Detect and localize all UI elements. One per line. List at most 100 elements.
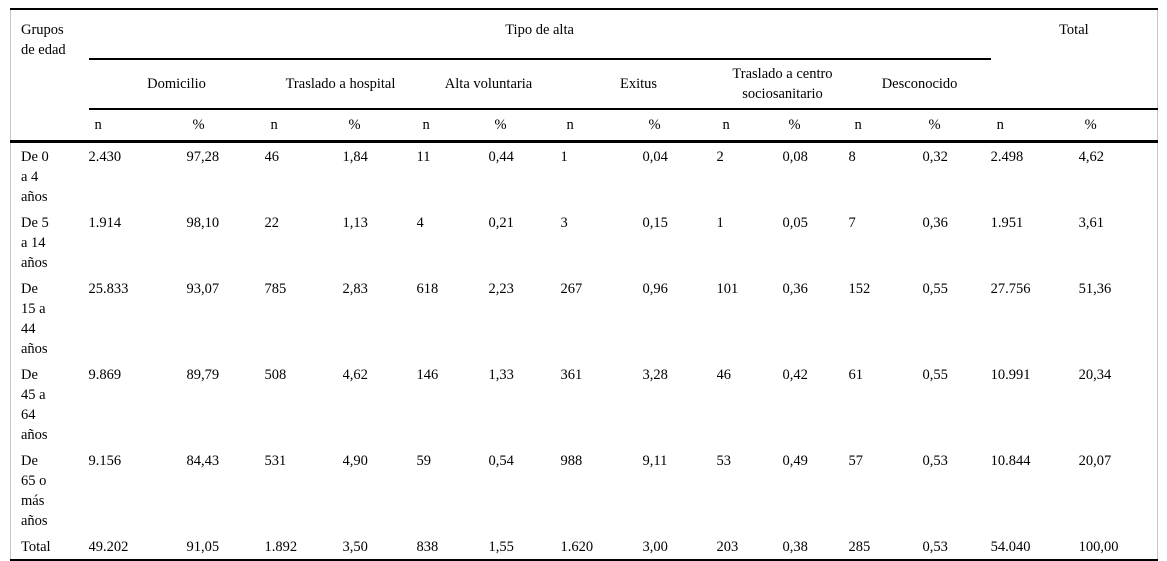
- subheader-percent: %: [1078, 109, 1158, 143]
- data-cell: 2.430: [88, 148, 122, 165]
- data-cell: 146: [416, 366, 439, 383]
- subheader-n: n: [264, 109, 343, 143]
- table-row: De 65 o más años 9.156 84,43 531 4,90 59 0,54 9…: [11, 447, 1158, 533]
- data-cell: 1.914: [88, 214, 122, 231]
- data-cell: 84,43: [186, 452, 220, 469]
- data-cell: 53: [716, 452, 732, 469]
- data-cell: 152: [848, 280, 871, 297]
- data-cell: 0,36: [922, 214, 948, 231]
- subheader-percent: %: [488, 109, 561, 143]
- data-cell: 9,11: [642, 452, 668, 469]
- discharge-type-by-age-table: Grupos de edad Tipo de alta Total Domici…: [10, 8, 1159, 561]
- data-cell: 1,13: [342, 214, 368, 231]
- data-cell: 0,54: [488, 452, 514, 469]
- data-cell: 4,62: [342, 366, 368, 383]
- data-cell: 10.991: [990, 366, 1031, 383]
- data-cell: 3: [560, 214, 568, 231]
- data-cell: 1.892: [264, 538, 298, 555]
- data-cell: 0,42: [782, 366, 808, 383]
- data-cell: 1,84: [342, 148, 368, 165]
- row-label-age-group: De 65 o más años: [21, 452, 48, 529]
- row-label-age-group: De 15 a 44 años: [21, 280, 48, 357]
- data-cell: 0,36: [782, 280, 808, 297]
- subheader-n: n: [560, 109, 643, 143]
- data-cell: 0,55: [922, 366, 948, 383]
- data-cell: 1.620: [560, 538, 594, 555]
- data-cell: 838: [416, 538, 439, 555]
- data-cell: 618: [416, 280, 439, 297]
- data-cell: 7: [848, 214, 856, 231]
- data-cell: 46: [716, 366, 732, 383]
- category-header: Desconocido: [848, 59, 991, 110]
- data-cell: 0,53: [922, 538, 948, 555]
- subheader-n: n: [990, 109, 1079, 143]
- data-cell: 4: [416, 214, 424, 231]
- category-header: Traslado a centro sociosanitario: [716, 59, 849, 110]
- data-cell: 49.202: [88, 538, 129, 555]
- data-cell: 1: [560, 148, 568, 165]
- data-cell: 51,36: [1078, 280, 1112, 297]
- data-cell: 2,23: [488, 280, 514, 297]
- category-header: Exitus: [560, 59, 717, 110]
- data-cell: 267: [560, 280, 583, 297]
- subheader-n: n: [416, 109, 489, 143]
- data-cell: 59: [416, 452, 432, 469]
- subheader-percent: %: [782, 109, 849, 143]
- data-cell: 2: [716, 148, 724, 165]
- data-cell: 508: [264, 366, 287, 383]
- data-cell: 0,55: [922, 280, 948, 297]
- data-cell: 0,08: [782, 148, 808, 165]
- header-row-categories: Domicilio Traslado a hospital Alta volunta…: [11, 59, 1158, 110]
- data-cell: 3,00: [642, 538, 668, 555]
- data-cell: 285: [848, 538, 871, 555]
- data-cell: 3,61: [1078, 214, 1104, 231]
- data-cell: 20,07: [1078, 452, 1112, 469]
- data-cell: 0,32: [922, 148, 948, 165]
- subheader-n: n: [848, 109, 923, 143]
- data-cell: 98,10: [186, 214, 220, 231]
- data-cell: 4,62: [1078, 148, 1104, 165]
- data-cell: 531: [264, 452, 287, 469]
- data-cell: 0,96: [642, 280, 668, 297]
- data-cell: 4,90: [342, 452, 368, 469]
- data-cell: 0,21: [488, 214, 514, 231]
- category-header: Traslado a hospital: [264, 59, 417, 110]
- table-container: Grupos de edad Tipo de alta Total Domici…: [10, 8, 1159, 561]
- table-header: Grupos de edad Tipo de alta Total Domici…: [10, 9, 1158, 143]
- data-cell: 20,34: [1078, 366, 1112, 383]
- data-cell: 3,28: [642, 366, 668, 383]
- data-cell: 57: [848, 452, 864, 469]
- table-row: De 5 a 14 años 1.914 98,10 22 1,13 4 0,21 3 0,15…: [11, 209, 1158, 275]
- subheader-n: n: [88, 109, 187, 143]
- data-cell: 3,50: [342, 538, 368, 555]
- data-cell: 97,28: [186, 148, 220, 165]
- category-header: Domicilio: [88, 59, 265, 110]
- data-cell: 54.040: [990, 538, 1031, 555]
- subheader-percent: %: [342, 109, 417, 143]
- data-cell: 988: [560, 452, 583, 469]
- group-header-discharge-type: Tipo de alta: [88, 9, 991, 60]
- data-cell: 10.844: [990, 452, 1031, 469]
- data-cell: 203: [716, 538, 739, 555]
- data-cell: 1: [716, 214, 724, 231]
- data-cell: 1.951: [990, 214, 1024, 231]
- data-cell: 0,53: [922, 452, 948, 469]
- data-cell: 1,55: [488, 538, 514, 555]
- table-row: De 15 a 44 años 25.833 93,07 785 2,83 618 2,23…: [11, 275, 1158, 361]
- subheader-percent: %: [186, 109, 265, 143]
- header-row-top: Grupos de edad Tipo de alta Total: [10, 9, 1158, 143]
- data-cell: 0,05: [782, 214, 808, 231]
- subheader-percent: %: [922, 109, 991, 143]
- data-cell: 0,38: [782, 538, 808, 555]
- total-column-header: Total: [990, 9, 1158, 110]
- row-label-age-group: De 45 a 64 años: [21, 366, 48, 443]
- data-cell: 11: [416, 148, 431, 165]
- data-cell: 0,44: [488, 148, 514, 165]
- table-row: De 0 a 4 años 2.430 97,28 46 1,84 11 0,44 1 0,04…: [11, 141, 1158, 209]
- data-cell: 61: [848, 366, 864, 383]
- data-cell: 361: [560, 366, 583, 383]
- row-label-age-group: De 5 a 14 años: [21, 214, 49, 271]
- table-row: De 45 a 64 años 9.869 89,79 508 4,62 146 1,33 3…: [11, 361, 1158, 447]
- data-cell: 9.156: [88, 452, 122, 469]
- data-cell: 0,04: [642, 148, 668, 165]
